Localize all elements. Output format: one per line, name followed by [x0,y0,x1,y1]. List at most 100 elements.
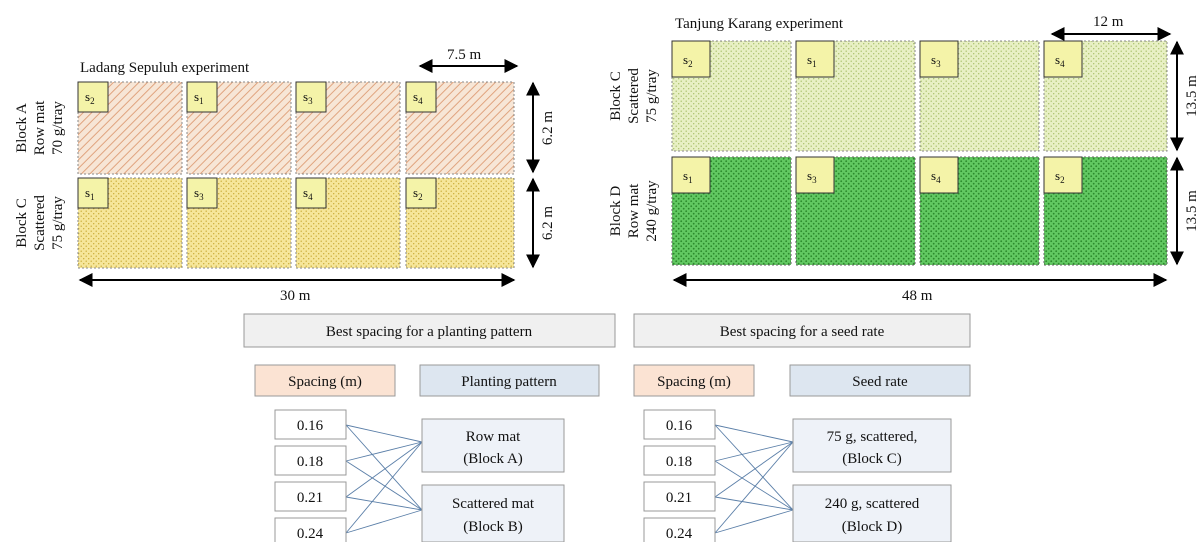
plot-tag [405,81,437,113]
left-row-block-a: s2 s1 s3 s4 Block A Row mat 70 g/tray 6.… [14,81,556,175]
connector [345,441,423,462]
plot-tag-label: s3 [194,185,204,202]
connector [714,496,794,511]
bottom-left-category-header: Planting pattern [461,374,557,390]
bottom-right-spacing-header-box [633,364,755,397]
connector [345,496,423,511]
plot-tag [795,40,835,78]
bottom-right-category-header-box [789,364,971,397]
plot [405,81,515,175]
bottom-left-panel: Best spacing for a planting pattern Spac… [243,313,616,542]
connector [714,441,794,534]
plot-tag-label: s1 [85,185,95,202]
bottom-left-header-box [243,313,616,348]
spacing-value: 0.16 [297,418,324,434]
connector [714,424,794,443]
plot-tag [186,81,218,113]
left-row-a-pattern: Row mat [32,100,48,155]
category-line2: (Block A) [463,451,523,467]
left-plot-width-label: 7.5 m [447,47,482,63]
plot-tag-label: s2 [1055,168,1065,185]
left-row-c-block: Block C [14,198,30,248]
right-experiment: Tanjung Karang experiment 12 m s2 s1 s3 … [608,14,1200,304]
connector [714,424,794,511]
bottom-right-connectors [714,424,794,534]
plot-tag [671,156,711,194]
plot-tag [77,177,109,209]
bottom-right-header: Best spacing for a seed rate [720,324,885,340]
bottom-right-spacing-header: Spacing (m) [657,374,731,390]
plot-tag-label: s1 [807,52,817,69]
right-row-c-rate: 75 g/tray [644,69,660,123]
right-row-c-pattern: Scattered [626,68,642,124]
bottom-right-panel: Best spacing for a seed rate Spacing (m)… [633,313,971,542]
category-line1: 75 g, scattered, [827,429,918,445]
spacing-value: 0.18 [666,454,692,470]
left-row-block-c: s1 s3 s4 s2 Block C Scattered 75 g/tray … [14,177,556,269]
left-row-a-rate: 70 g/tray [50,101,66,155]
spacing-value: 0.16 [666,418,693,434]
spacing-value: 0.24 [297,526,324,542]
plot-tag [186,177,218,209]
spacing-value: 0.21 [666,490,692,506]
plot-tag [919,156,959,194]
connector [345,424,423,443]
spacing-value: 0.24 [666,526,693,542]
bottom-left-category-header-box [419,364,600,397]
plot-tag [1043,40,1083,78]
bottom-left-connectors [345,424,423,534]
left-title: Ladang Sepuluh experiment [80,60,250,76]
connector [345,509,423,534]
left-row-a-block: Block A [14,103,30,153]
category-line2: (Block C) [842,451,902,467]
connector [345,441,423,498]
plot-tag-label: s2 [85,89,95,106]
plot-tag [295,177,327,209]
plot-tag-label: s2 [683,52,693,69]
bottom-right-category-header: Seed rate [852,374,908,390]
plot-tag [295,81,327,113]
plot-tag-label: s4 [303,185,313,202]
bottom-left-header: Best spacing for a planting pattern [326,324,533,340]
plot-tag-label: s4 [931,168,941,185]
left-row-c-rate: 75 g/tray [50,196,66,250]
spacing-box [643,481,716,512]
spacing-box [643,445,716,476]
right-plot-width-label: 12 m [1093,14,1124,30]
plot-tag [77,81,109,113]
plot-tag [795,156,835,194]
category-line2: (Block B) [463,519,523,535]
plot-tag-label: s4 [1055,52,1065,69]
spacing-box [274,481,347,512]
category-box [421,484,565,542]
connector [714,441,794,498]
bottom-right-header-box [633,313,971,348]
right-row-d-rate: 240 g/tray [644,180,660,242]
spacing-value: 0.18 [297,454,323,470]
plot-tag-label: s4 [413,89,423,106]
plot-tag-label: s3 [303,89,313,106]
right-total-width-label: 48 m [902,288,933,304]
left-experiment: Ladang Sepuluh experiment 7.5 m s2 s1 s3… [14,47,556,304]
bottom-left-spacing-header: Spacing (m) [288,374,362,390]
right-row-d-height-label: 13.5 m [1184,190,1200,232]
category-box [792,484,952,542]
spacing-box [274,409,347,440]
plot-tag [671,40,711,78]
left-row-c-pattern: Scattered [32,195,48,251]
bottom-left-spacing-header-box [254,364,396,397]
plot-tag [1043,156,1083,194]
plot-tag-label: s1 [683,168,693,185]
plot-tag-label: s2 [413,185,423,202]
category-line2: (Block D) [842,519,902,535]
spacing-box [643,409,716,440]
right-row-d-block: Block D [608,186,624,237]
left-row-a-height-label: 6.2 m [540,111,556,146]
spacing-box [274,445,347,476]
category-line1: 240 g, scattered [825,496,920,512]
spacing-value: 0.21 [297,490,323,506]
right-row-d-pattern: Row mat [626,183,642,238]
connector [345,424,423,511]
plot-tag-label: s3 [807,168,817,185]
plot-tag [405,177,437,209]
